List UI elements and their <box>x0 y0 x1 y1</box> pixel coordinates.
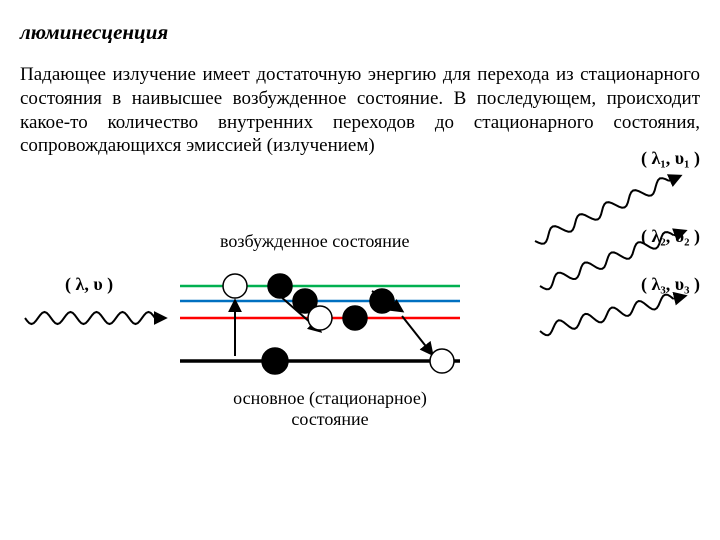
luminescence-diagram: ( λ₁, υ₁ ) возбужденное состояние ( λ₂, … <box>20 166 700 446</box>
energy-diagram-svg <box>20 166 700 446</box>
description-paragraph: Падающее излучение имеет достаточную эне… <box>20 63 700 158</box>
page-title: люминесценция <box>20 20 700 45</box>
